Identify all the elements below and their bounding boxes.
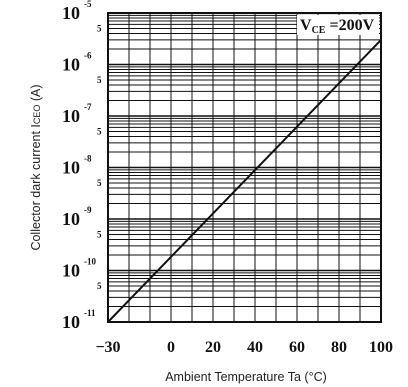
y-tick-label: 10 -6 bbox=[62, 51, 92, 75]
y-axis-ticks: 10 -5 10 -6 5 10 -7 5 10 -8 5 10 -9 5 10 -10 5 10 -11 5 bbox=[62, 0, 102, 332]
y-tick-label: 10 -11 bbox=[62, 308, 96, 332]
y-tick-label: 10 -10 bbox=[62, 257, 96, 281]
y-tick-label: 10 -8 bbox=[62, 154, 92, 178]
y-tick-exponent: -8 bbox=[84, 154, 92, 164]
y-tick-base: 10 bbox=[62, 158, 80, 178]
annotation-label: VCE =200V bbox=[300, 17, 375, 36]
x-tick-label: 0 bbox=[167, 339, 175, 356]
y-tick-base: 10 bbox=[62, 261, 80, 281]
x-tick-label: 20 bbox=[205, 339, 221, 356]
data-series bbox=[107, 39, 382, 323]
x-tick-label: 80 bbox=[331, 339, 347, 356]
y-minor-tick-label: 5 bbox=[97, 75, 102, 85]
y-tick-label: 10 -7 bbox=[62, 102, 92, 126]
y-minor-tick-label: 5 bbox=[97, 24, 102, 34]
y-tick-base: 10 bbox=[62, 312, 80, 332]
y-tick-exponent: -7 bbox=[84, 102, 92, 112]
y-tick-base: 10 bbox=[62, 106, 80, 126]
y-tick-base: 10 bbox=[62, 55, 80, 75]
y-tick-base: 10 bbox=[62, 209, 80, 229]
x-axis-title: Ambient Temperature Ta (°C) bbox=[165, 370, 327, 384]
annotation-box: VCE =200V bbox=[297, 15, 379, 36]
series-line-0 bbox=[107, 39, 382, 323]
y-tick-base: 10 bbox=[62, 3, 80, 23]
y-minor-tick-label: 5 bbox=[97, 127, 102, 137]
y-tick-exponent: -5 bbox=[84, 0, 92, 9]
y-axis-title: Collector dark current ICEO (A) bbox=[29, 84, 43, 250]
x-tick-label: 40 bbox=[247, 339, 263, 356]
y-minor-tick-label: 5 bbox=[97, 230, 102, 240]
x-tick-label: 100 bbox=[369, 339, 393, 356]
y-tick-exponent: -9 bbox=[84, 205, 92, 215]
y-tick-exponent: -10 bbox=[84, 257, 96, 267]
x-tick-label: 60 bbox=[289, 339, 305, 356]
y-tick-exponent: -6 bbox=[84, 51, 92, 61]
y-tick-label: 10 -5 bbox=[62, 0, 92, 23]
y-minor-tick-label: 5 bbox=[97, 178, 102, 188]
x-axis-ticks: −30 0 20 40 60 80 100 bbox=[95, 339, 393, 356]
y-tick-exponent: -11 bbox=[84, 308, 96, 318]
grid bbox=[108, 13, 381, 322]
x-tick-label: −30 bbox=[95, 339, 120, 356]
y-tick-label: 10 -9 bbox=[62, 205, 92, 229]
y-minor-tick-label: 5 bbox=[97, 281, 102, 291]
plot-frame bbox=[107, 12, 382, 323]
